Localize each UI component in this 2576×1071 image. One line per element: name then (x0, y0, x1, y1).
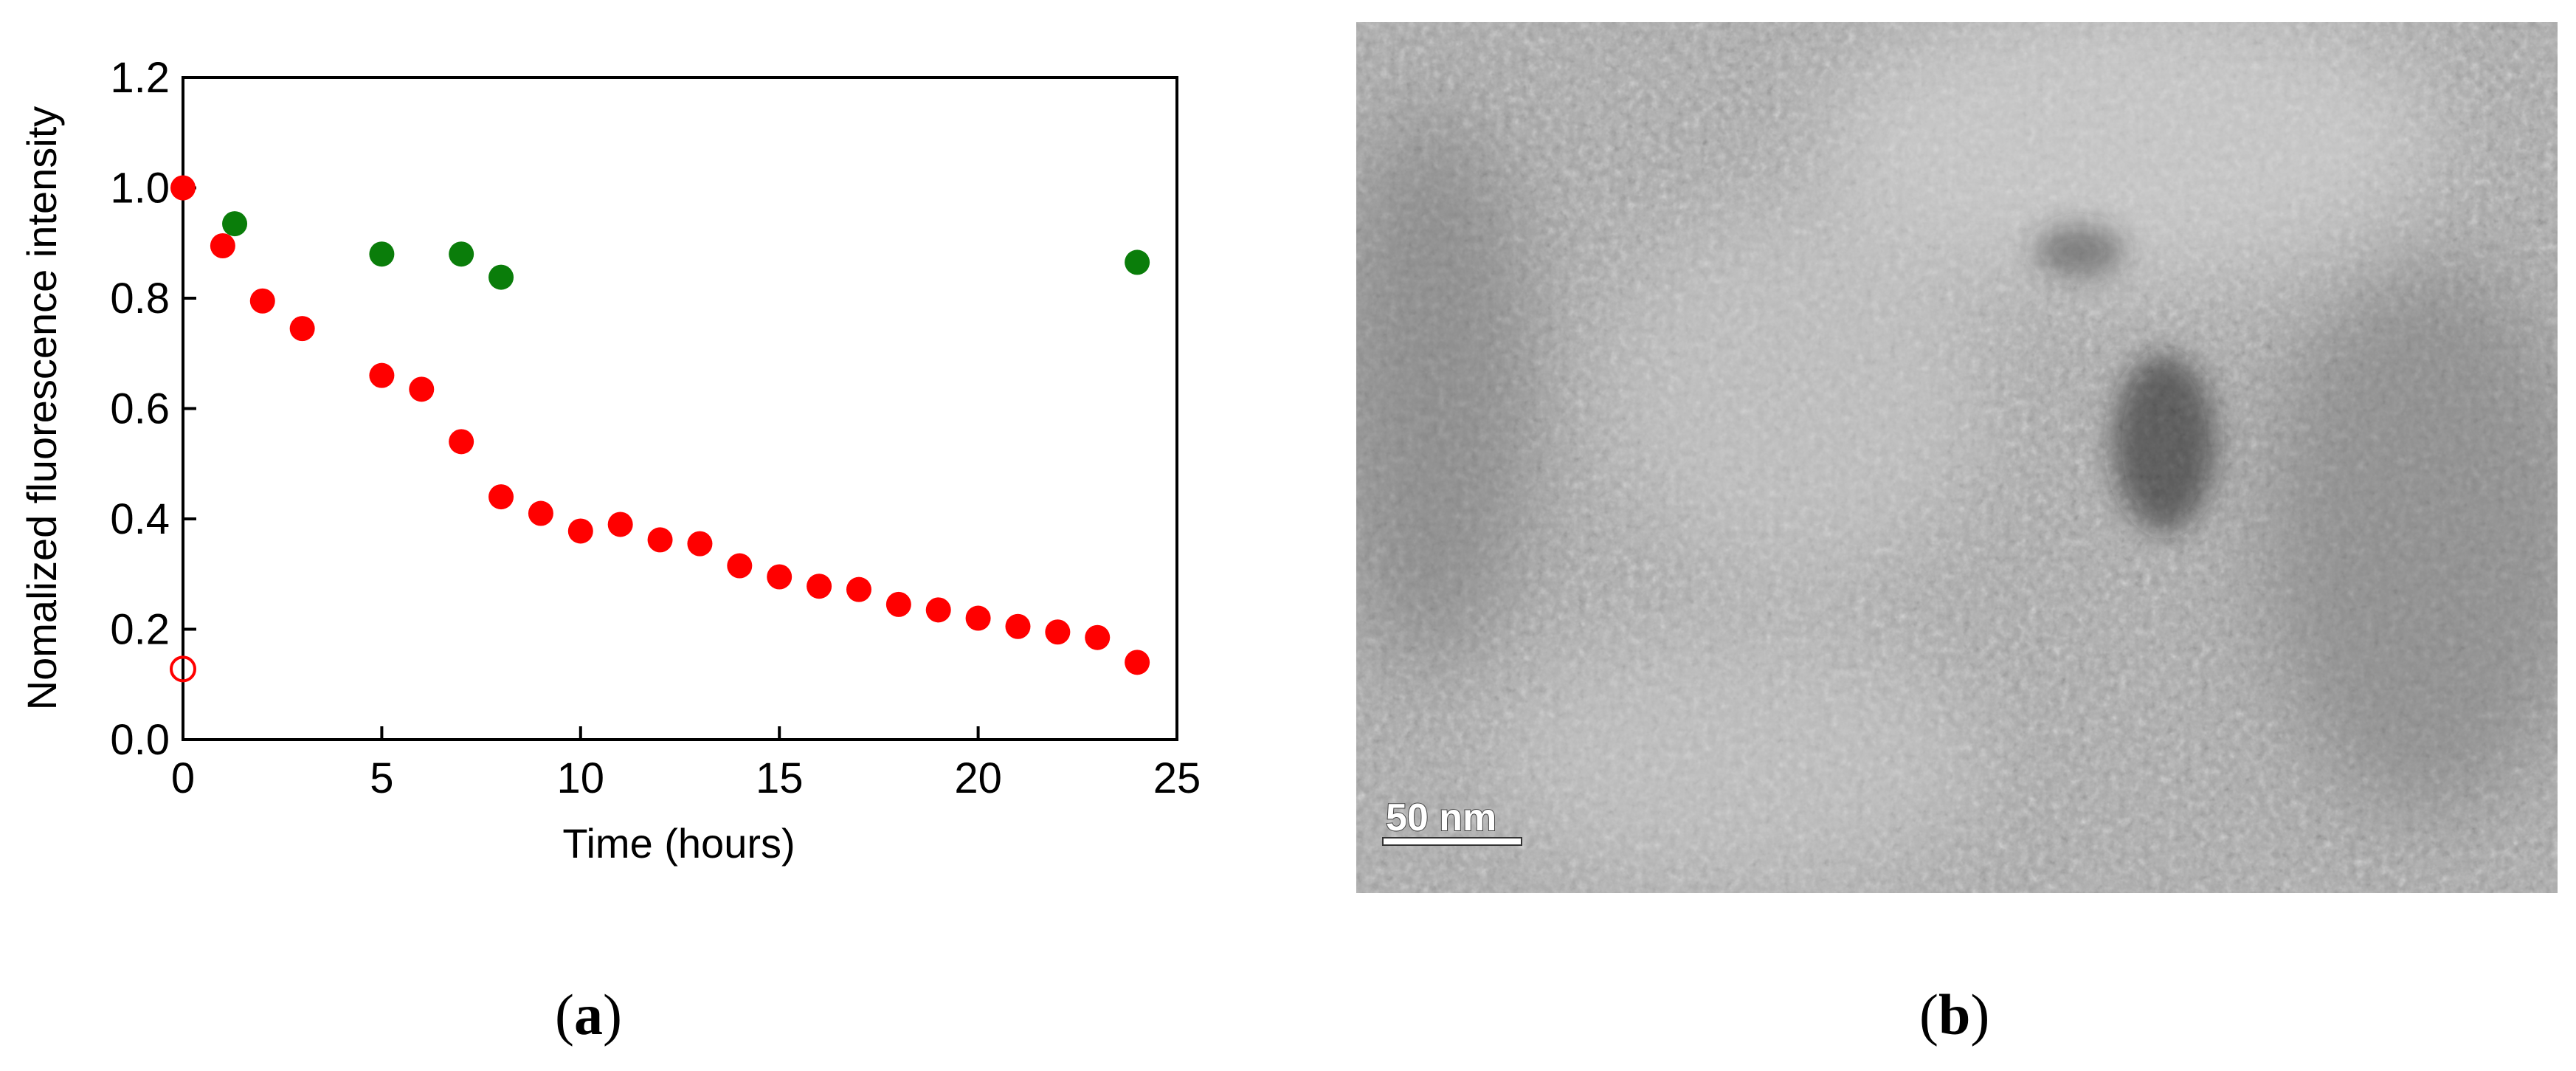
x-tick-label: 20 (954, 754, 1002, 802)
data-points (170, 175, 1150, 683)
y-tick-label: 0.2 (110, 606, 170, 654)
data-point (965, 605, 991, 631)
data-point (1045, 619, 1071, 645)
data-point (222, 211, 248, 237)
x-tick-label: 5 (370, 754, 393, 802)
y-tick-label: 0.0 (110, 716, 170, 764)
data-point (488, 264, 514, 290)
data-point (1085, 624, 1111, 650)
data-point (607, 512, 633, 537)
scale-bar (1382, 837, 1522, 846)
data-point (647, 527, 673, 553)
micrograph-shading (1356, 22, 2558, 893)
x-tick-label: 10 (557, 754, 605, 802)
y-tick-label: 0.6 (110, 385, 170, 433)
y-tick-label: 1.2 (110, 54, 170, 102)
y-axis-title: Nomalized fluorescence intensity (18, 106, 65, 711)
x-tick-label: 25 (1153, 754, 1201, 802)
data-point (1125, 249, 1150, 275)
panel-label-a: (a) (555, 982, 622, 1047)
data-point (449, 241, 474, 267)
x-tick-label: 15 (756, 754, 804, 802)
y-tick-label: 0.8 (110, 275, 170, 323)
y-tick-label: 0.4 (110, 495, 170, 543)
x-ticks: 0 5 10 15 20 25 (171, 726, 1201, 802)
y-tick-label: 1.0 (110, 165, 170, 213)
y-ticks: 0.0 0.2 0.4 0.6 0.8 1.0 1.2 (110, 54, 196, 764)
data-point (249, 288, 275, 314)
data-point (369, 362, 395, 388)
data-point (210, 233, 235, 258)
x-tick-label: 0 (171, 754, 195, 802)
data-point (170, 175, 196, 201)
data-point (807, 574, 832, 599)
data-point (488, 484, 514, 510)
panel-label-a-letter: a (573, 982, 603, 1047)
data-point (767, 564, 793, 590)
data-point (409, 376, 435, 402)
data-point (925, 597, 951, 623)
data-point (1125, 650, 1150, 675)
panel-label-b-letter: b (1938, 982, 1971, 1047)
plot-frame (182, 76, 1178, 741)
dark-aggregate (2035, 225, 2216, 531)
data-point (567, 518, 593, 544)
data-point (727, 553, 753, 579)
data-point (846, 576, 871, 602)
data-point (369, 241, 395, 267)
data-point (170, 655, 196, 683)
data-point (1005, 613, 1031, 639)
data-point (449, 429, 474, 455)
panel-label-b: (b) (1919, 982, 1990, 1047)
data-point (289, 316, 315, 342)
tem-micrograph: 50 nm (1356, 22, 2558, 893)
data-point (687, 531, 713, 557)
data-point (885, 591, 911, 617)
data-point (528, 500, 553, 526)
scale-bar-label: 50 nm (1386, 796, 1496, 839)
x-axis-title: Time (hours) (562, 820, 795, 867)
scatter-chart: 0 5 10 15 20 25 0.0 0.2 0.4 0.6 0.8 1.0 1.2 Time (h… (18, 54, 1201, 867)
